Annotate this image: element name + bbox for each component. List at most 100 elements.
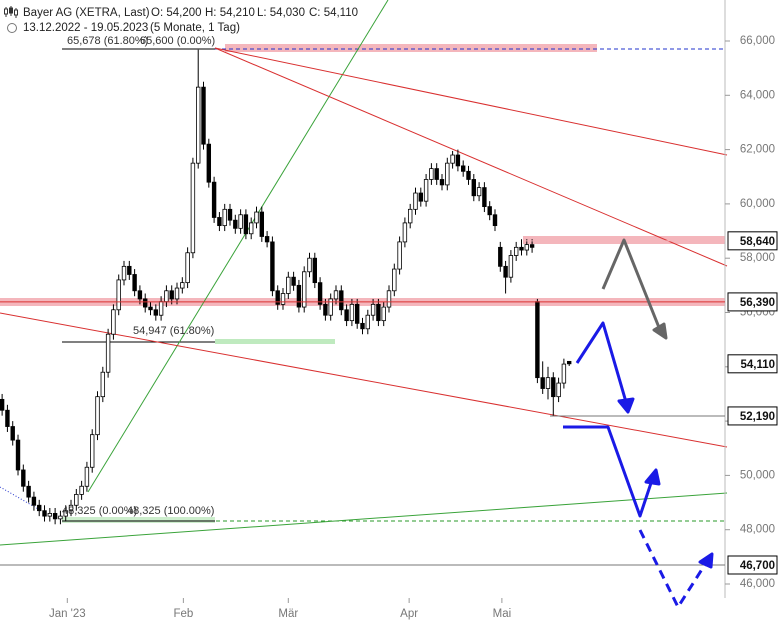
y-tick-label: 48,000 (740, 524, 775, 536)
candle-body (52, 513, 58, 520)
candle-body (482, 187, 487, 208)
y-tick-label: 58,000 (740, 252, 775, 264)
candle-body (132, 274, 137, 292)
arrowhead (698, 552, 714, 569)
y-tick-label: 66,000 (740, 35, 775, 47)
candle-body (339, 290, 344, 311)
candle-body (74, 494, 79, 506)
level-label: 56,390 (740, 297, 775, 309)
candle-body (513, 246, 519, 256)
candle-body (143, 298, 148, 308)
candle-body (450, 154, 455, 164)
candle-body (21, 469, 26, 487)
candle-body (227, 208, 233, 221)
candle-body (190, 162, 196, 254)
candle-body (476, 187, 482, 197)
candle-body (317, 282, 323, 305)
candle-body (566, 360, 572, 365)
fib-label: 48,325 (100.00%) (127, 505, 214, 517)
candle-body (397, 241, 402, 270)
candle-body (386, 290, 392, 308)
candle-body (355, 303, 360, 324)
candle-body (185, 252, 190, 284)
trend-line (87, 0, 389, 493)
candle-body (524, 244, 529, 251)
candle-body (206, 143, 212, 183)
fib-label: 54,947 (61.80%) (133, 325, 214, 337)
candle-body (270, 241, 275, 292)
level-box (727, 354, 778, 374)
candle-body (121, 265, 127, 281)
candle-body (90, 434, 95, 468)
grey-arrow (601, 238, 662, 331)
fib-label: 65,600 (0.00%) (140, 35, 215, 47)
candle-body (455, 154, 461, 167)
x-tick-label: Feb (173, 608, 193, 620)
candle-body (47, 513, 53, 517)
x-tick-label: Mai (493, 608, 512, 620)
level-box (727, 231, 778, 251)
blue-arrow-dashed (638, 529, 708, 609)
title: Bayer AG (XETRA, Last) (23, 7, 150, 19)
candle-body (84, 466, 90, 487)
candle-body (275, 290, 280, 305)
y-tick-label: 60,000 (740, 198, 775, 210)
candle-body (344, 309, 349, 322)
candle-body (365, 314, 370, 330)
low: L: 54,030 (257, 7, 305, 19)
candle-body (466, 170, 471, 180)
candle-body (498, 246, 503, 267)
candle-body (0, 398, 5, 411)
candle-body (551, 377, 556, 398)
candle-body (328, 298, 333, 316)
candle-body (349, 303, 355, 322)
candle-body (540, 377, 545, 389)
candle-body (37, 504, 42, 512)
date-span: (5 Monate, 1 Tag) (150, 22, 240, 34)
candle-body (249, 222, 254, 235)
candle-body (333, 290, 339, 300)
candle-body (545, 377, 551, 389)
candle-body (164, 290, 169, 303)
candle-body (58, 515, 63, 520)
candle-body (503, 265, 508, 278)
y-tick-label: 62,000 (740, 144, 775, 156)
high: H: 54,210 (205, 7, 255, 19)
candle-body (508, 255, 514, 278)
level-box (727, 406, 778, 426)
candle-body (31, 496, 37, 506)
level-label: 46,700 (740, 560, 775, 572)
candle-body (323, 303, 328, 316)
candle-body (10, 426, 15, 441)
candle-body (392, 268, 397, 292)
level-label: 58,640 (740, 236, 775, 248)
candle-body (26, 485, 31, 498)
clock-icon (7, 23, 17, 33)
candle-body (561, 363, 567, 384)
candle-body (68, 504, 74, 512)
x-tick-label: Jan '23 (49, 608, 86, 620)
candle-body (217, 217, 222, 227)
candle-body (211, 181, 217, 218)
trend-line (0, 312, 728, 448)
candle-body (180, 282, 185, 289)
candle-body (360, 322, 365, 330)
candle-body (196, 86, 201, 164)
candle-body (291, 276, 296, 286)
candle-body (460, 165, 466, 172)
trend-line (214, 47, 728, 156)
candle-body (127, 265, 132, 275)
fib-label: 65,678 (61.80%) (67, 35, 148, 47)
candle-body (111, 309, 116, 335)
candle-body (243, 214, 249, 235)
candle-body (259, 211, 265, 237)
candle-body (264, 236, 270, 243)
arrowhead (652, 322, 668, 340)
candle-body (429, 168, 434, 180)
x-tick-label: Mär (278, 608, 298, 620)
resistance-band (225, 44, 597, 52)
candle-body (529, 244, 535, 248)
trend-line (0, 492, 728, 546)
candle-body (381, 306, 386, 322)
